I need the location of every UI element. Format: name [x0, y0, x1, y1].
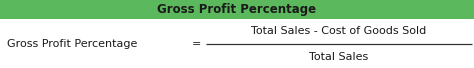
- Text: Total Sales - Cost of Goods Sold: Total Sales - Cost of Goods Sold: [251, 26, 427, 36]
- Text: Total Sales: Total Sales: [309, 52, 368, 62]
- Text: Gross Profit Percentage: Gross Profit Percentage: [157, 3, 317, 16]
- Text: =: =: [192, 39, 201, 49]
- Text: Gross Profit Percentage: Gross Profit Percentage: [7, 39, 137, 49]
- FancyBboxPatch shape: [0, 0, 474, 19]
